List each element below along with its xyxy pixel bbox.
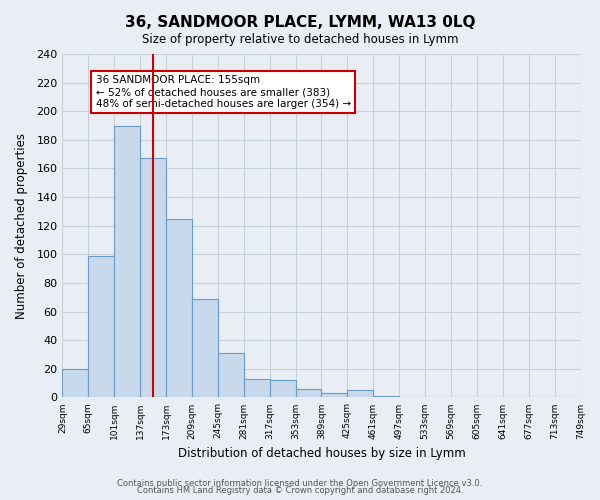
Bar	[218, 353, 244, 398]
Text: 36, SANDMOOR PLACE, LYMM, WA13 0LQ: 36, SANDMOOR PLACE, LYMM, WA13 0LQ	[125, 15, 475, 30]
Text: 36 SANDMOOR PLACE: 155sqm
← 52% of detached houses are smaller (383)
48% of semi: 36 SANDMOOR PLACE: 155sqm ← 52% of detac…	[95, 76, 350, 108]
Bar	[347, 390, 373, 398]
X-axis label: Distribution of detached houses by size in Lymm: Distribution of detached houses by size …	[178, 447, 466, 460]
Bar	[88, 256, 114, 398]
Text: Contains HM Land Registry data © Crown copyright and database right 2024.: Contains HM Land Registry data © Crown c…	[137, 486, 463, 495]
Text: Size of property relative to detached houses in Lymm: Size of property relative to detached ho…	[142, 32, 458, 46]
Text: Contains public sector information licensed under the Open Government Licence v3: Contains public sector information licen…	[118, 478, 482, 488]
Bar	[244, 379, 269, 398]
Bar	[192, 298, 218, 398]
Bar	[296, 389, 322, 398]
Bar	[62, 369, 88, 398]
Bar	[322, 393, 347, 398]
Bar	[373, 396, 399, 398]
Y-axis label: Number of detached properties: Number of detached properties	[15, 132, 28, 318]
Bar	[166, 218, 192, 398]
Bar	[114, 126, 140, 398]
Bar	[140, 158, 166, 398]
Bar	[269, 380, 296, 398]
